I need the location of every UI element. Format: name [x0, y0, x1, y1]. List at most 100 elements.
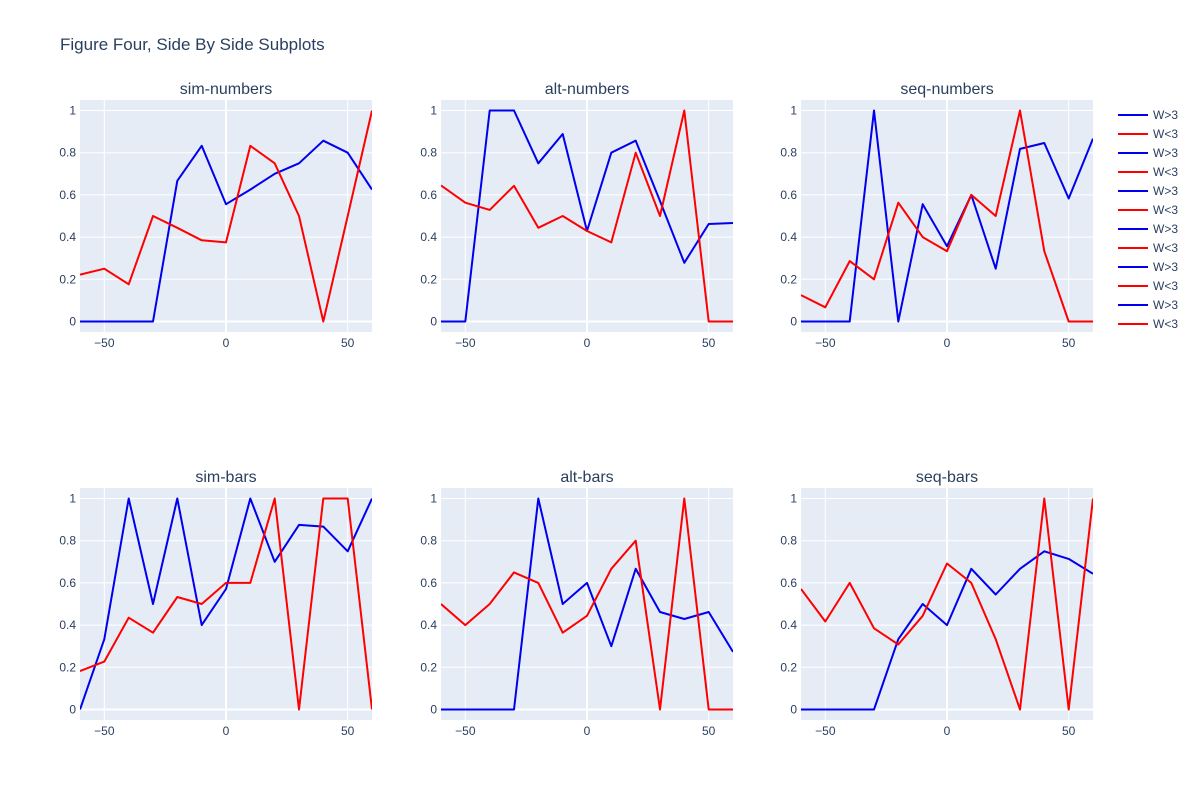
y-tick-label: 0: [69, 702, 76, 716]
x-tick-label: 50: [341, 724, 355, 738]
legend-item[interactable]: W<3: [1118, 317, 1178, 331]
series-line-w-lt-3: [801, 109, 1093, 323]
series-line-w-lt-3: [441, 497, 733, 711]
legend-label: W<3: [1153, 165, 1178, 179]
y-tick-label: 0.4: [780, 618, 797, 632]
subplot-sim-numbers: sim-numbers 0 0.2 0.4 0.6 0.8 1 −50 0 50: [59, 81, 372, 350]
x-tick-label: 0: [223, 336, 230, 350]
y-tick-label: 0.8: [420, 534, 437, 548]
y-tick-label: 0.8: [420, 146, 437, 160]
legend-label: W<3: [1153, 317, 1178, 331]
y-tick-label: 0.8: [780, 534, 797, 548]
y-tick-label: 0.2: [780, 272, 797, 286]
x-tick-label: 50: [702, 336, 716, 350]
legend-item[interactable]: W<3: [1118, 203, 1178, 217]
series-line-w-gt-3: [441, 497, 733, 711]
y-tick-label: 0.4: [420, 618, 437, 632]
subplot-alt-numbers: alt-numbers 0 0.2 0.4 0.6 0.8 1 −50 0 50: [420, 81, 733, 350]
x-tick-label: 50: [341, 336, 355, 350]
legend: W>3 W<3 W>3 W<3 W>3 W<3 W>3 W<3 W>3 W<3 W>3 W<3: [1118, 108, 1178, 331]
series-line-w-gt-3: [80, 497, 372, 710]
legend-label: W>3: [1153, 108, 1178, 122]
y-tick-label: 1: [430, 492, 437, 506]
y-tick-label: 0.8: [780, 146, 797, 160]
legend-label: W>3: [1153, 260, 1178, 274]
y-tick-label: 0: [430, 702, 437, 716]
subplot-title: seq-numbers: [900, 81, 993, 98]
y-tick-label: 0.8: [59, 146, 76, 160]
y-tick-label: 0: [69, 314, 76, 328]
y-tick-label: 0.2: [59, 272, 76, 286]
y-tick-label: 0: [790, 314, 797, 328]
x-tick-label: −50: [815, 336, 836, 350]
y-tick-label: 1: [69, 104, 76, 118]
series-line-w-lt-3: [80, 497, 372, 711]
y-tick-label: 0.2: [420, 272, 437, 286]
x-tick-label: 50: [702, 724, 716, 738]
x-tick-label: −50: [94, 336, 115, 350]
subplot-sim-bars: sim-bars 0 0.2 0.4 0.6 0.8 1 −50 0 50: [59, 469, 372, 738]
legend-label: W<3: [1153, 279, 1178, 293]
y-tick-label: 0.8: [59, 534, 76, 548]
x-tick-label: −50: [94, 724, 115, 738]
legend-label: W<3: [1153, 203, 1178, 217]
subplot-seq-bars: seq-bars 0 0.2 0.4 0.6 0.8 1 −50 0 50: [780, 469, 1093, 738]
legend-label: W<3: [1153, 127, 1178, 141]
y-tick-label: 0.4: [780, 230, 797, 244]
legend-item[interactable]: W<3: [1118, 279, 1178, 293]
series-line-w-gt-3: [801, 550, 1093, 711]
legend-item[interactable]: W<3: [1118, 165, 1178, 179]
legend-label: W<3: [1153, 241, 1178, 255]
subplot-title: seq-bars: [916, 469, 978, 486]
series-line-w-gt-3: [80, 139, 372, 323]
y-tick-label: 0.4: [59, 230, 76, 244]
x-tick-label: 0: [944, 336, 951, 350]
legend-item[interactable]: W>3: [1118, 298, 1178, 312]
y-tick-label: 0: [430, 314, 437, 328]
series-line-w-lt-3: [441, 109, 733, 323]
y-tick-label: 0.6: [780, 188, 797, 202]
y-tick-label: 0.2: [59, 660, 76, 674]
subplot-seq-numbers: seq-numbers 0 0.2 0.4 0.6 0.8 1 −50 0 50: [780, 81, 1093, 350]
series-line-w-gt-3: [801, 109, 1093, 323]
legend-item[interactable]: W>3: [1118, 222, 1178, 236]
x-tick-label: 0: [584, 336, 591, 350]
series-line-w-lt-3: [80, 110, 372, 323]
y-tick-label: 0.6: [420, 188, 437, 202]
y-tick-label: 1: [430, 104, 437, 118]
y-tick-label: 1: [69, 492, 76, 506]
y-tick-label: 0.6: [780, 576, 797, 590]
y-tick-label: 1: [790, 492, 797, 506]
x-tick-label: −50: [455, 336, 476, 350]
x-tick-label: −50: [815, 724, 836, 738]
y-tick-label: 0.2: [780, 660, 797, 674]
x-tick-label: 0: [944, 724, 951, 738]
y-tick-label: 0.2: [420, 660, 437, 674]
legend-item[interactable]: W>3: [1118, 184, 1178, 198]
legend-label: W>3: [1153, 146, 1178, 160]
legend-item[interactable]: W>3: [1118, 146, 1178, 160]
legend-item[interactable]: W<3: [1118, 241, 1178, 255]
figure-title: Figure Four, Side By Side Subplots: [60, 35, 325, 54]
x-tick-label: 50: [1062, 336, 1076, 350]
legend-label: W>3: [1153, 298, 1178, 312]
legend-item[interactable]: W>3: [1118, 260, 1178, 274]
y-tick-label: 1: [790, 104, 797, 118]
series-line-w-lt-3: [801, 497, 1093, 711]
subplot-title: alt-numbers: [545, 81, 629, 98]
legend-label: W>3: [1153, 184, 1178, 198]
subplot-title: alt-bars: [560, 469, 613, 486]
y-tick-label: 0.4: [420, 230, 437, 244]
legend-item[interactable]: W<3: [1118, 127, 1178, 141]
subplot-alt-bars: alt-bars 0 0.2 0.4 0.6 0.8 1 −50 0 50: [420, 469, 733, 738]
y-tick-label: 0.6: [59, 188, 76, 202]
x-tick-label: 50: [1062, 724, 1076, 738]
subplot-title: sim-numbers: [180, 81, 272, 98]
y-tick-label: 0: [790, 702, 797, 716]
legend-item[interactable]: W>3: [1118, 108, 1178, 122]
x-tick-label: 0: [584, 724, 591, 738]
legend-label: W>3: [1153, 222, 1178, 236]
x-tick-label: 0: [223, 724, 230, 738]
